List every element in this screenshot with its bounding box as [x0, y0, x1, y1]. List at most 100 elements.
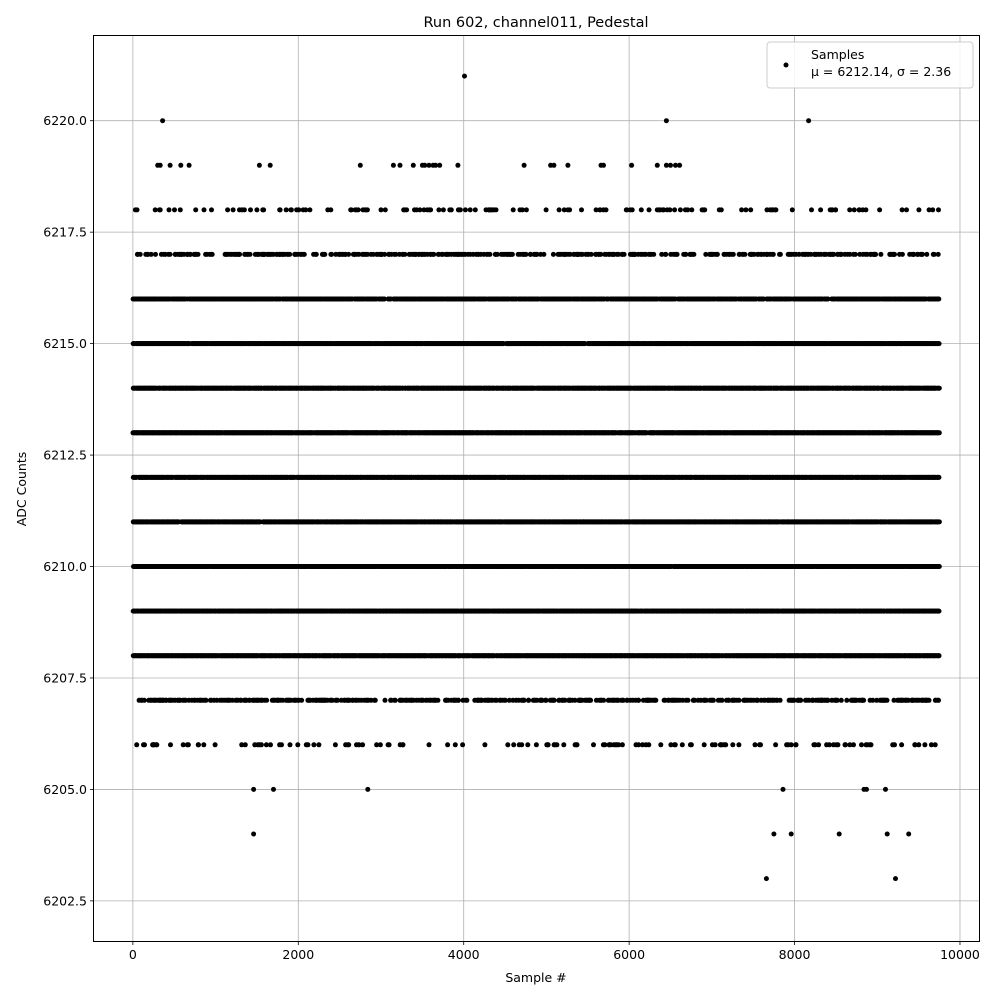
- data-point: [482, 742, 488, 748]
- data-point: [602, 742, 608, 748]
- data-point: [562, 697, 568, 703]
- data-point: [835, 742, 841, 748]
- data-point: [679, 742, 685, 748]
- data-point: [142, 742, 147, 748]
- data-point: [926, 697, 932, 703]
- data-point: [400, 742, 406, 748]
- data-point: [201, 742, 207, 748]
- data-point: [851, 742, 856, 748]
- data-point: [712, 742, 718, 748]
- data-point: [936, 608, 942, 614]
- data-point: [601, 697, 607, 703]
- data-point: [505, 742, 511, 748]
- data-point: [932, 742, 938, 748]
- data-point: [870, 697, 876, 703]
- data-point: [672, 742, 678, 748]
- data-point: [263, 742, 269, 748]
- data-point: [826, 742, 832, 748]
- data-point: [723, 742, 729, 748]
- data-point: [736, 742, 742, 748]
- data-point: [619, 742, 625, 748]
- data-point: [922, 742, 928, 748]
- data-point: [936, 697, 941, 703]
- data-point: [916, 742, 922, 748]
- data-point: [616, 742, 622, 748]
- data-point: [212, 742, 218, 748]
- data-point: [793, 742, 799, 748]
- data-point: [719, 697, 725, 703]
- data-point: [258, 742, 264, 748]
- data-point: [356, 742, 362, 748]
- data-point: [653, 697, 659, 703]
- data-point: [545, 742, 551, 748]
- data-point: [861, 697, 867, 703]
- data-point: [455, 697, 461, 703]
- data-point: [636, 742, 642, 748]
- data-point: [554, 742, 560, 748]
- data-point: [533, 742, 539, 748]
- data-point: [543, 697, 549, 703]
- data-point: [168, 742, 173, 748]
- data-point: [299, 697, 305, 703]
- data-point: [758, 742, 763, 748]
- data-point: [196, 742, 201, 748]
- data-point: [268, 742, 273, 748]
- data-point: [521, 697, 527, 703]
- data-point: [464, 697, 470, 703]
- data-point: [374, 742, 380, 748]
- data-point: [636, 697, 642, 703]
- data-point: [884, 697, 890, 703]
- data-point: [620, 697, 626, 703]
- data-point: [825, 697, 831, 703]
- data-point: [936, 564, 942, 569]
- data-point: [346, 742, 352, 748]
- data-point: [335, 697, 340, 703]
- data-point: [646, 742, 652, 748]
- data-point: [511, 742, 517, 748]
- data-point: [701, 742, 707, 748]
- data-points: [130, 73, 942, 882]
- data-point: [280, 697, 286, 703]
- data-point: [891, 697, 897, 703]
- data-point: [843, 742, 848, 748]
- data-point: [859, 742, 864, 748]
- data-point: [311, 742, 317, 748]
- data-point: [332, 742, 338, 748]
- data-point: [755, 697, 761, 703]
- data-point: [834, 697, 840, 703]
- data-point: [386, 742, 392, 748]
- data-point: [752, 742, 758, 748]
- data-point: [526, 697, 532, 703]
- data-point: [561, 742, 567, 748]
- data-point: [502, 697, 508, 703]
- data-point: [134, 742, 140, 748]
- data-point: [688, 742, 694, 748]
- data-point: [525, 742, 531, 748]
- data-point: [445, 742, 451, 748]
- data-point: [264, 697, 270, 703]
- data-point: [279, 742, 284, 748]
- data-point: [154, 742, 160, 748]
- data-point: [185, 742, 191, 748]
- data-point: [372, 697, 378, 703]
- data-point: [928, 742, 934, 748]
- data-point: [572, 697, 578, 703]
- data-point: [295, 742, 301, 748]
- data-point: [305, 742, 311, 748]
- data-point: [868, 742, 874, 748]
- data-point: [242, 742, 248, 748]
- data-point: [788, 742, 794, 748]
- data-point: [452, 742, 458, 748]
- data-point: [847, 742, 853, 748]
- data-point: [798, 697, 804, 703]
- data-point: [426, 742, 432, 748]
- data-point: [773, 742, 779, 748]
- data-point: [791, 697, 797, 703]
- data-point: [382, 697, 388, 703]
- data-point: [435, 697, 441, 703]
- data-point: [360, 742, 366, 748]
- chart-title: Run 602, channel011, Pedestal: [423, 15, 648, 31]
- data-point: [239, 742, 245, 748]
